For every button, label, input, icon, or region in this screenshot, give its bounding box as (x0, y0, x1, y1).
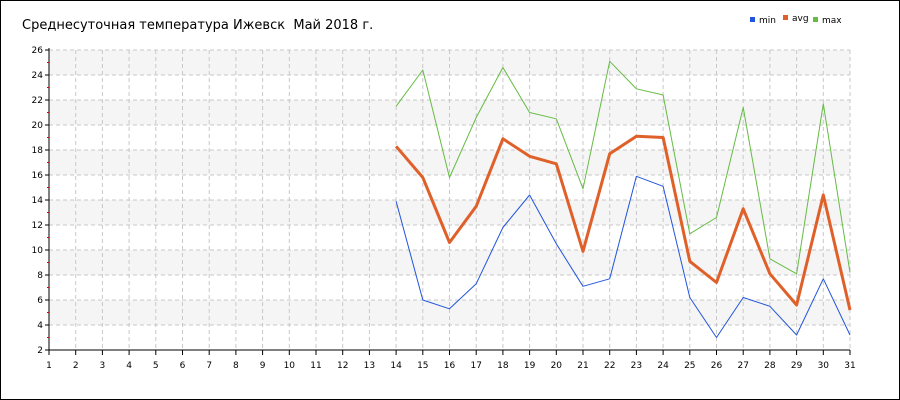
x-tick-label: 8 (233, 361, 239, 371)
x-tick-label: 11 (310, 361, 321, 371)
legend-label-avg: avg (792, 14, 809, 24)
legend: min avg max (750, 14, 842, 26)
y-tick-label: 4 (37, 321, 43, 331)
legend-label-min: min (759, 16, 776, 26)
x-tick-label: 23 (631, 361, 642, 371)
series-line-avg (394, 134, 852, 311)
y-tick-label: 10 (32, 246, 44, 256)
x-tick-label: 6 (180, 361, 186, 371)
x-tick-label: 26 (711, 361, 723, 371)
x-tick-label: 12 (337, 361, 348, 371)
y-tick-label: 6 (37, 296, 43, 306)
x-axis-ticks: 1 2 3 4 5 6 7 8 9 10 11 12 13 14 15 16 17 18 19 20 21 22 23 24 2… (46, 350, 856, 371)
grid-lines (49, 49, 851, 350)
x-tick-label: 3 (100, 361, 106, 371)
x-tick-label: 16 (444, 361, 456, 371)
x-tick-label: 10 (284, 361, 296, 371)
y-tick-label: 16 (32, 171, 44, 181)
x-tick-label: 20 (551, 361, 563, 371)
legend-swatch-max (813, 17, 818, 22)
x-tick-label: 18 (497, 361, 509, 371)
y-tick-label: 20 (32, 121, 44, 131)
y-tick-label: 24 (32, 71, 44, 81)
legend-label-max: max (822, 16, 842, 26)
series-lines (394, 60, 852, 338)
y-tick-label: 26 (32, 46, 44, 56)
x-tick-label: 30 (818, 361, 830, 371)
x-tick-label: 31 (844, 361, 855, 371)
x-tick-label: 22 (604, 361, 615, 371)
y-tick-label: 18 (32, 146, 44, 156)
chart-title: Среднесуточная температура Ижевск Май 20… (22, 18, 374, 33)
series-line-min (395, 175, 851, 338)
x-tick-label: 4 (126, 361, 132, 371)
x-tick-label: 14 (390, 361, 402, 371)
y-tick-label: 12 (32, 221, 43, 231)
x-tick-label: 2 (73, 361, 79, 371)
x-tick-label: 28 (764, 361, 776, 371)
x-tick-label: 29 (791, 361, 803, 371)
x-tick-label: 25 (684, 361, 695, 371)
x-tick-label: 5 (153, 361, 159, 371)
x-tick-label: 17 (470, 361, 481, 371)
x-tick-label: 24 (657, 361, 669, 371)
plot-band (49, 50, 850, 75)
x-tick-label: 7 (206, 361, 212, 371)
legend-swatch-avg (783, 15, 788, 20)
x-tick-label: 15 (417, 361, 428, 371)
x-tick-label: 13 (364, 361, 375, 371)
x-tick-label: 9 (260, 361, 266, 371)
legend-swatch-min (750, 17, 755, 22)
series-line-max (395, 60, 851, 275)
x-tick-label: 1 (46, 361, 52, 371)
x-tick-label: 27 (737, 361, 748, 371)
y-tick-label: 8 (37, 271, 43, 281)
x-tick-label: 19 (524, 361, 536, 371)
y-tick-label: 2 (37, 346, 43, 356)
x-tick-label: 21 (577, 361, 588, 371)
y-tick-label: 14 (32, 196, 44, 206)
y-tick-label: 22 (32, 96, 43, 106)
